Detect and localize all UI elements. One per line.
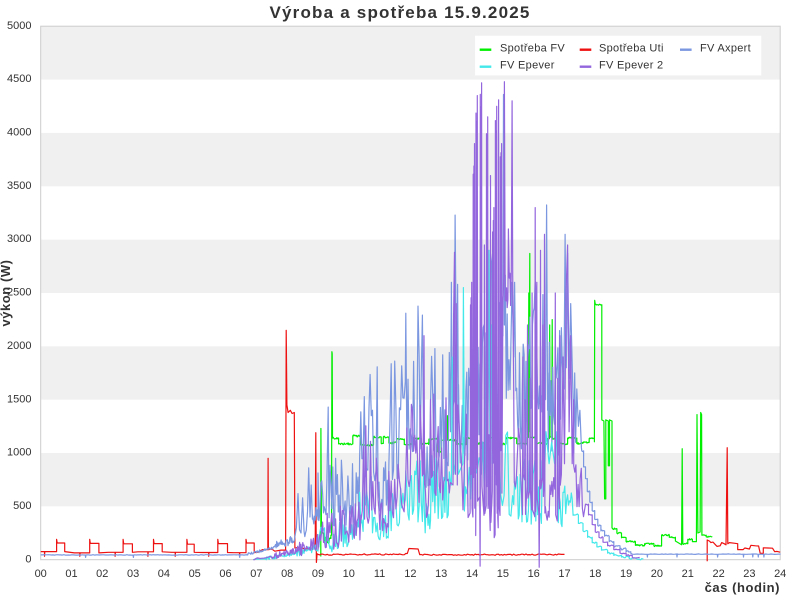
svg-text:01: 01	[65, 568, 77, 580]
svg-text:500: 500	[13, 500, 31, 512]
svg-text:20: 20	[651, 568, 663, 580]
svg-text:14: 14	[466, 568, 478, 580]
svg-text:04: 04	[158, 568, 170, 580]
svg-text:4000: 4000	[7, 127, 31, 139]
svg-text:Výroba a spotřeba 15.9.2025: Výroba a spotřeba 15.9.2025	[269, 3, 530, 22]
svg-text:výkon (W): výkon (W)	[0, 259, 13, 326]
svg-text:21: 21	[682, 568, 694, 580]
svg-text:2000: 2000	[7, 340, 31, 352]
svg-text:16: 16	[528, 568, 540, 580]
svg-text:5000: 5000	[7, 20, 31, 32]
svg-text:03: 03	[127, 568, 139, 580]
svg-text:13: 13	[435, 568, 447, 580]
svg-text:09: 09	[312, 568, 324, 580]
svg-text:2500: 2500	[7, 287, 31, 299]
svg-text:Spotřeba FV: Spotřeba FV	[500, 43, 565, 55]
svg-text:0: 0	[25, 553, 31, 565]
svg-text:05: 05	[189, 568, 201, 580]
svg-text:19: 19	[620, 568, 632, 580]
svg-text:08: 08	[281, 568, 293, 580]
svg-text:FV Epever 2: FV Epever 2	[599, 60, 663, 72]
svg-text:02: 02	[96, 568, 108, 580]
svg-text:24: 24	[774, 568, 786, 580]
svg-text:07: 07	[250, 568, 262, 580]
svg-text:23: 23	[743, 568, 755, 580]
svg-text:00: 00	[35, 568, 47, 580]
svg-text:10: 10	[343, 568, 355, 580]
svg-text:1000: 1000	[7, 447, 31, 459]
svg-text:22: 22	[712, 568, 724, 580]
svg-text:15: 15	[497, 568, 509, 580]
svg-text:12: 12	[404, 568, 416, 580]
svg-text:3000: 3000	[7, 233, 31, 245]
svg-text:1500: 1500	[7, 393, 31, 405]
svg-text:FV Axpert: FV Axpert	[700, 43, 751, 55]
svg-text:čas (hodin): čas (hodin)	[705, 580, 780, 595]
svg-text:11: 11	[374, 568, 385, 580]
svg-text:3500: 3500	[7, 180, 31, 192]
svg-text:Spotřeba Uti: Spotřeba Uti	[599, 43, 664, 55]
svg-text:FV Epever: FV Epever	[500, 60, 555, 72]
svg-text:17: 17	[558, 568, 570, 580]
svg-text:4500: 4500	[7, 73, 31, 85]
svg-text:06: 06	[219, 568, 231, 580]
svg-text:18: 18	[589, 568, 601, 580]
